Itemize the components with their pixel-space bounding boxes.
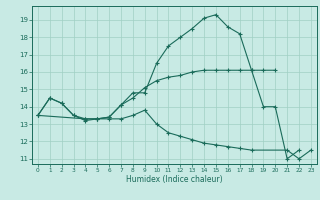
X-axis label: Humidex (Indice chaleur): Humidex (Indice chaleur) xyxy=(126,175,223,184)
